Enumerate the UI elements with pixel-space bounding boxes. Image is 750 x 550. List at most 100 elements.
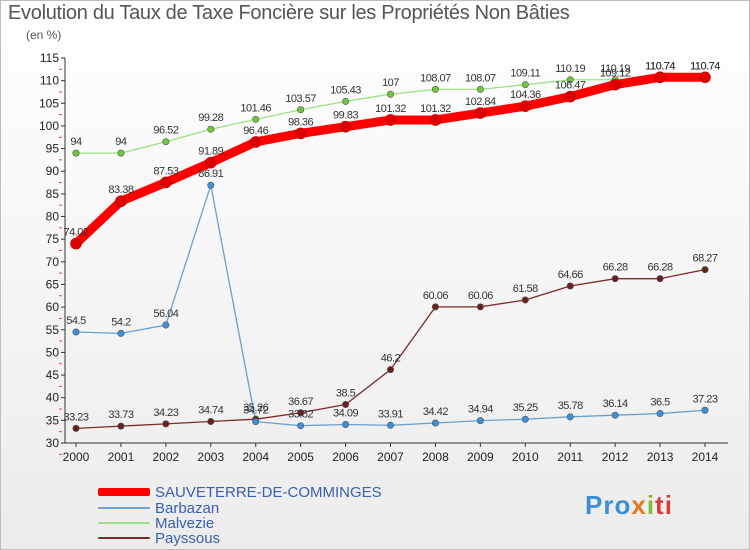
data-label: 37.23 [692, 393, 717, 405]
y-tick-label: 90 [46, 164, 60, 178]
data-label: 34.94 [468, 404, 493, 416]
proxiti-logo: Proxiti [585, 490, 673, 520]
x-tick-label: 2013 [647, 450, 674, 464]
data-label: 38.5 [336, 388, 356, 400]
data-point [521, 296, 529, 304]
data-point [342, 420, 350, 428]
data-point [207, 418, 215, 426]
data-point [474, 107, 487, 119]
data-point [386, 90, 394, 98]
data-point [252, 418, 260, 426]
data-point [297, 106, 305, 114]
data-point [386, 421, 394, 429]
data-label: 33.91 [378, 408, 403, 420]
legend-swatch [98, 488, 150, 496]
data-point [611, 275, 619, 283]
value-labels: 74.02 83.38 87.53 91.89 96.46 98.36 99.83 101.3… [63, 60, 720, 423]
data-label: 36.5 [650, 397, 670, 409]
data-label: 110.74 [690, 60, 720, 72]
y-tick-label: 35 [46, 413, 60, 427]
data-label: 35.25 [513, 402, 538, 414]
data-label: 99.83 [333, 110, 358, 122]
x-tick-label: 2014 [692, 450, 719, 464]
y-tick-label: 75 [46, 232, 60, 246]
data-label: 66.28 [603, 262, 628, 274]
y-tick-label: 60 [46, 300, 60, 314]
data-point [609, 78, 621, 91]
x-tick-label: 2012 [602, 450, 629, 464]
data-label: 83.38 [108, 184, 133, 196]
data-point [476, 303, 484, 311]
y-tick-label: 40 [46, 391, 60, 405]
legend-label: Barbazan [155, 499, 220, 517]
legend-swatch [98, 507, 150, 509]
data-point [115, 195, 127, 208]
y-tick-label: 80 [46, 210, 60, 224]
data-label: 103.57 [285, 93, 316, 105]
data-label: 108.07 [420, 72, 451, 84]
data-point [297, 409, 305, 417]
data-label: 109.12 [600, 68, 631, 80]
legend-item-sauveterre: SAUVETERRE-DE-COMMINGES [98, 483, 382, 501]
data-label: 110.74 [645, 60, 675, 72]
data-point [342, 97, 350, 105]
x-tick-label: 2006 [332, 450, 359, 464]
y-tick-label: 95 [46, 142, 60, 156]
y-tick-label: 110 [40, 74, 59, 88]
y-tick-label: 30 [46, 436, 60, 450]
data-label: 35.26 [243, 402, 268, 414]
data-point [564, 90, 577, 103]
data-point [117, 329, 125, 337]
legend-label: SAUVETERRE-DE-COMMINGES [155, 483, 382, 501]
data-label: 101.32 [375, 103, 406, 115]
legend-item-barbazan: Barbazan [98, 499, 220, 517]
data-label: 33.82 [288, 409, 313, 421]
data-point [204, 156, 217, 169]
data-label: 61.58 [513, 283, 538, 295]
x-tick-label: 2000 [63, 450, 90, 464]
data-point [339, 120, 352, 133]
data-label: 66.28 [648, 262, 673, 274]
data-label: 110.74 [690, 60, 720, 72]
x-tick-label: 2001 [108, 450, 135, 464]
data-label: 91.89 [198, 146, 223, 158]
data-point [117, 422, 125, 430]
data-label: 34.74 [198, 405, 223, 417]
x-tick-label: 2010 [512, 450, 539, 464]
data-label: 74.02 [63, 227, 88, 239]
data-label: 96.46 [243, 125, 268, 137]
series-line-1 [75, 184, 706, 427]
data-point [70, 237, 82, 250]
data-label: 106.47 [555, 80, 586, 92]
data-point [162, 321, 170, 329]
x-tick-label: 2005 [287, 450, 314, 464]
x-tick-label: 2008 [422, 450, 449, 464]
data-point [342, 400, 350, 408]
chart-title: Evolution du Taux de Taxe Foncière sur l… [8, 2, 570, 24]
y-tick-label: 70 [46, 255, 60, 269]
data-point [476, 85, 484, 93]
data-label: 35.78 [558, 400, 583, 412]
data-label: 105.43 [330, 84, 361, 96]
data-label: 94 [115, 136, 127, 148]
data-point [476, 417, 484, 425]
data-point [72, 424, 80, 432]
data-point [656, 275, 664, 283]
data-label: 104.36 [510, 89, 541, 101]
y-tick-label: 55 [46, 323, 60, 337]
data-label: 54.2 [111, 316, 131, 328]
data-label: 33.73 [108, 409, 133, 421]
y-tick-label: 65 [46, 277, 60, 291]
legend-label: Payssous [155, 529, 221, 547]
data-label: 60.06 [423, 290, 448, 302]
legend-label: Malvezie [155, 514, 215, 532]
y-unit-label: (en %) [26, 28, 62, 42]
legend-swatch [98, 522, 150, 524]
data-point [117, 149, 125, 157]
data-label: 94 [70, 136, 82, 148]
data-point [72, 149, 80, 157]
y-tick-label: 105 [39, 96, 59, 110]
data-point [656, 410, 664, 418]
data-label: 36.67 [288, 396, 313, 408]
legend-swatch [98, 537, 150, 539]
